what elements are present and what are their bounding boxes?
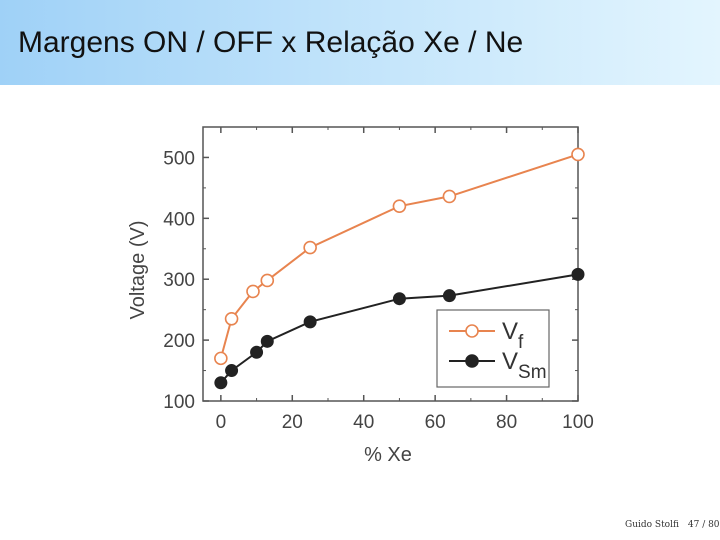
plot-frame [202,126,579,402]
series-2 [214,267,585,390]
data-point [571,267,585,281]
plot-border [202,126,579,402]
data-point [250,345,264,359]
y-tick-label: 400 [163,209,195,230]
data-point [260,334,274,348]
y-tick-label: 500 [163,148,195,169]
data-point [224,311,239,326]
legend-box [436,309,550,388]
y-tick-label: 200 [163,331,195,352]
data-point [225,364,239,378]
data-point [392,199,407,213]
x-tick-label: 100 [562,412,594,433]
data-point [303,240,317,255]
footer-page: 47 / 80 [687,520,720,530]
series-1 [214,147,585,366]
data-point [571,147,585,162]
x-tick-label: 80 [496,412,517,433]
x-tick-label: 20 [282,412,303,433]
footer-author: Guido Stolfi [625,520,679,530]
legend-marker [465,354,479,368]
legend-label: Vf [502,318,524,353]
title-banner: Margens ON / OFF x Relação Xe / Ne [0,0,720,85]
legend-label: VSm [502,348,547,383]
data-point [214,351,228,366]
y-axis-label: Voltage (V) [127,221,149,320]
data-point [442,289,456,303]
data-point [303,315,317,329]
axis-ticks: 0 20 40 60 80 100 100 200 300 400 500 [163,127,594,433]
y-tick-label: 100 [163,392,195,413]
data-point [260,273,275,288]
series-group [214,147,585,390]
x-tick-label: 60 [425,412,446,433]
footer: Guido Stolfi 47 / 80 [625,520,720,530]
x-tick-label: 0 [216,412,227,433]
data-point [246,284,260,299]
x-tick-label: 40 [353,412,374,433]
y-tick-label: 300 [163,270,195,291]
x-axis-label: % Xe [364,444,412,466]
data-point [392,292,406,306]
legend-marker [465,324,479,338]
data-point [214,376,228,390]
slide-title: Margens ON / OFF x Relação Xe / Ne [18,26,524,59]
data-point [442,189,457,204]
